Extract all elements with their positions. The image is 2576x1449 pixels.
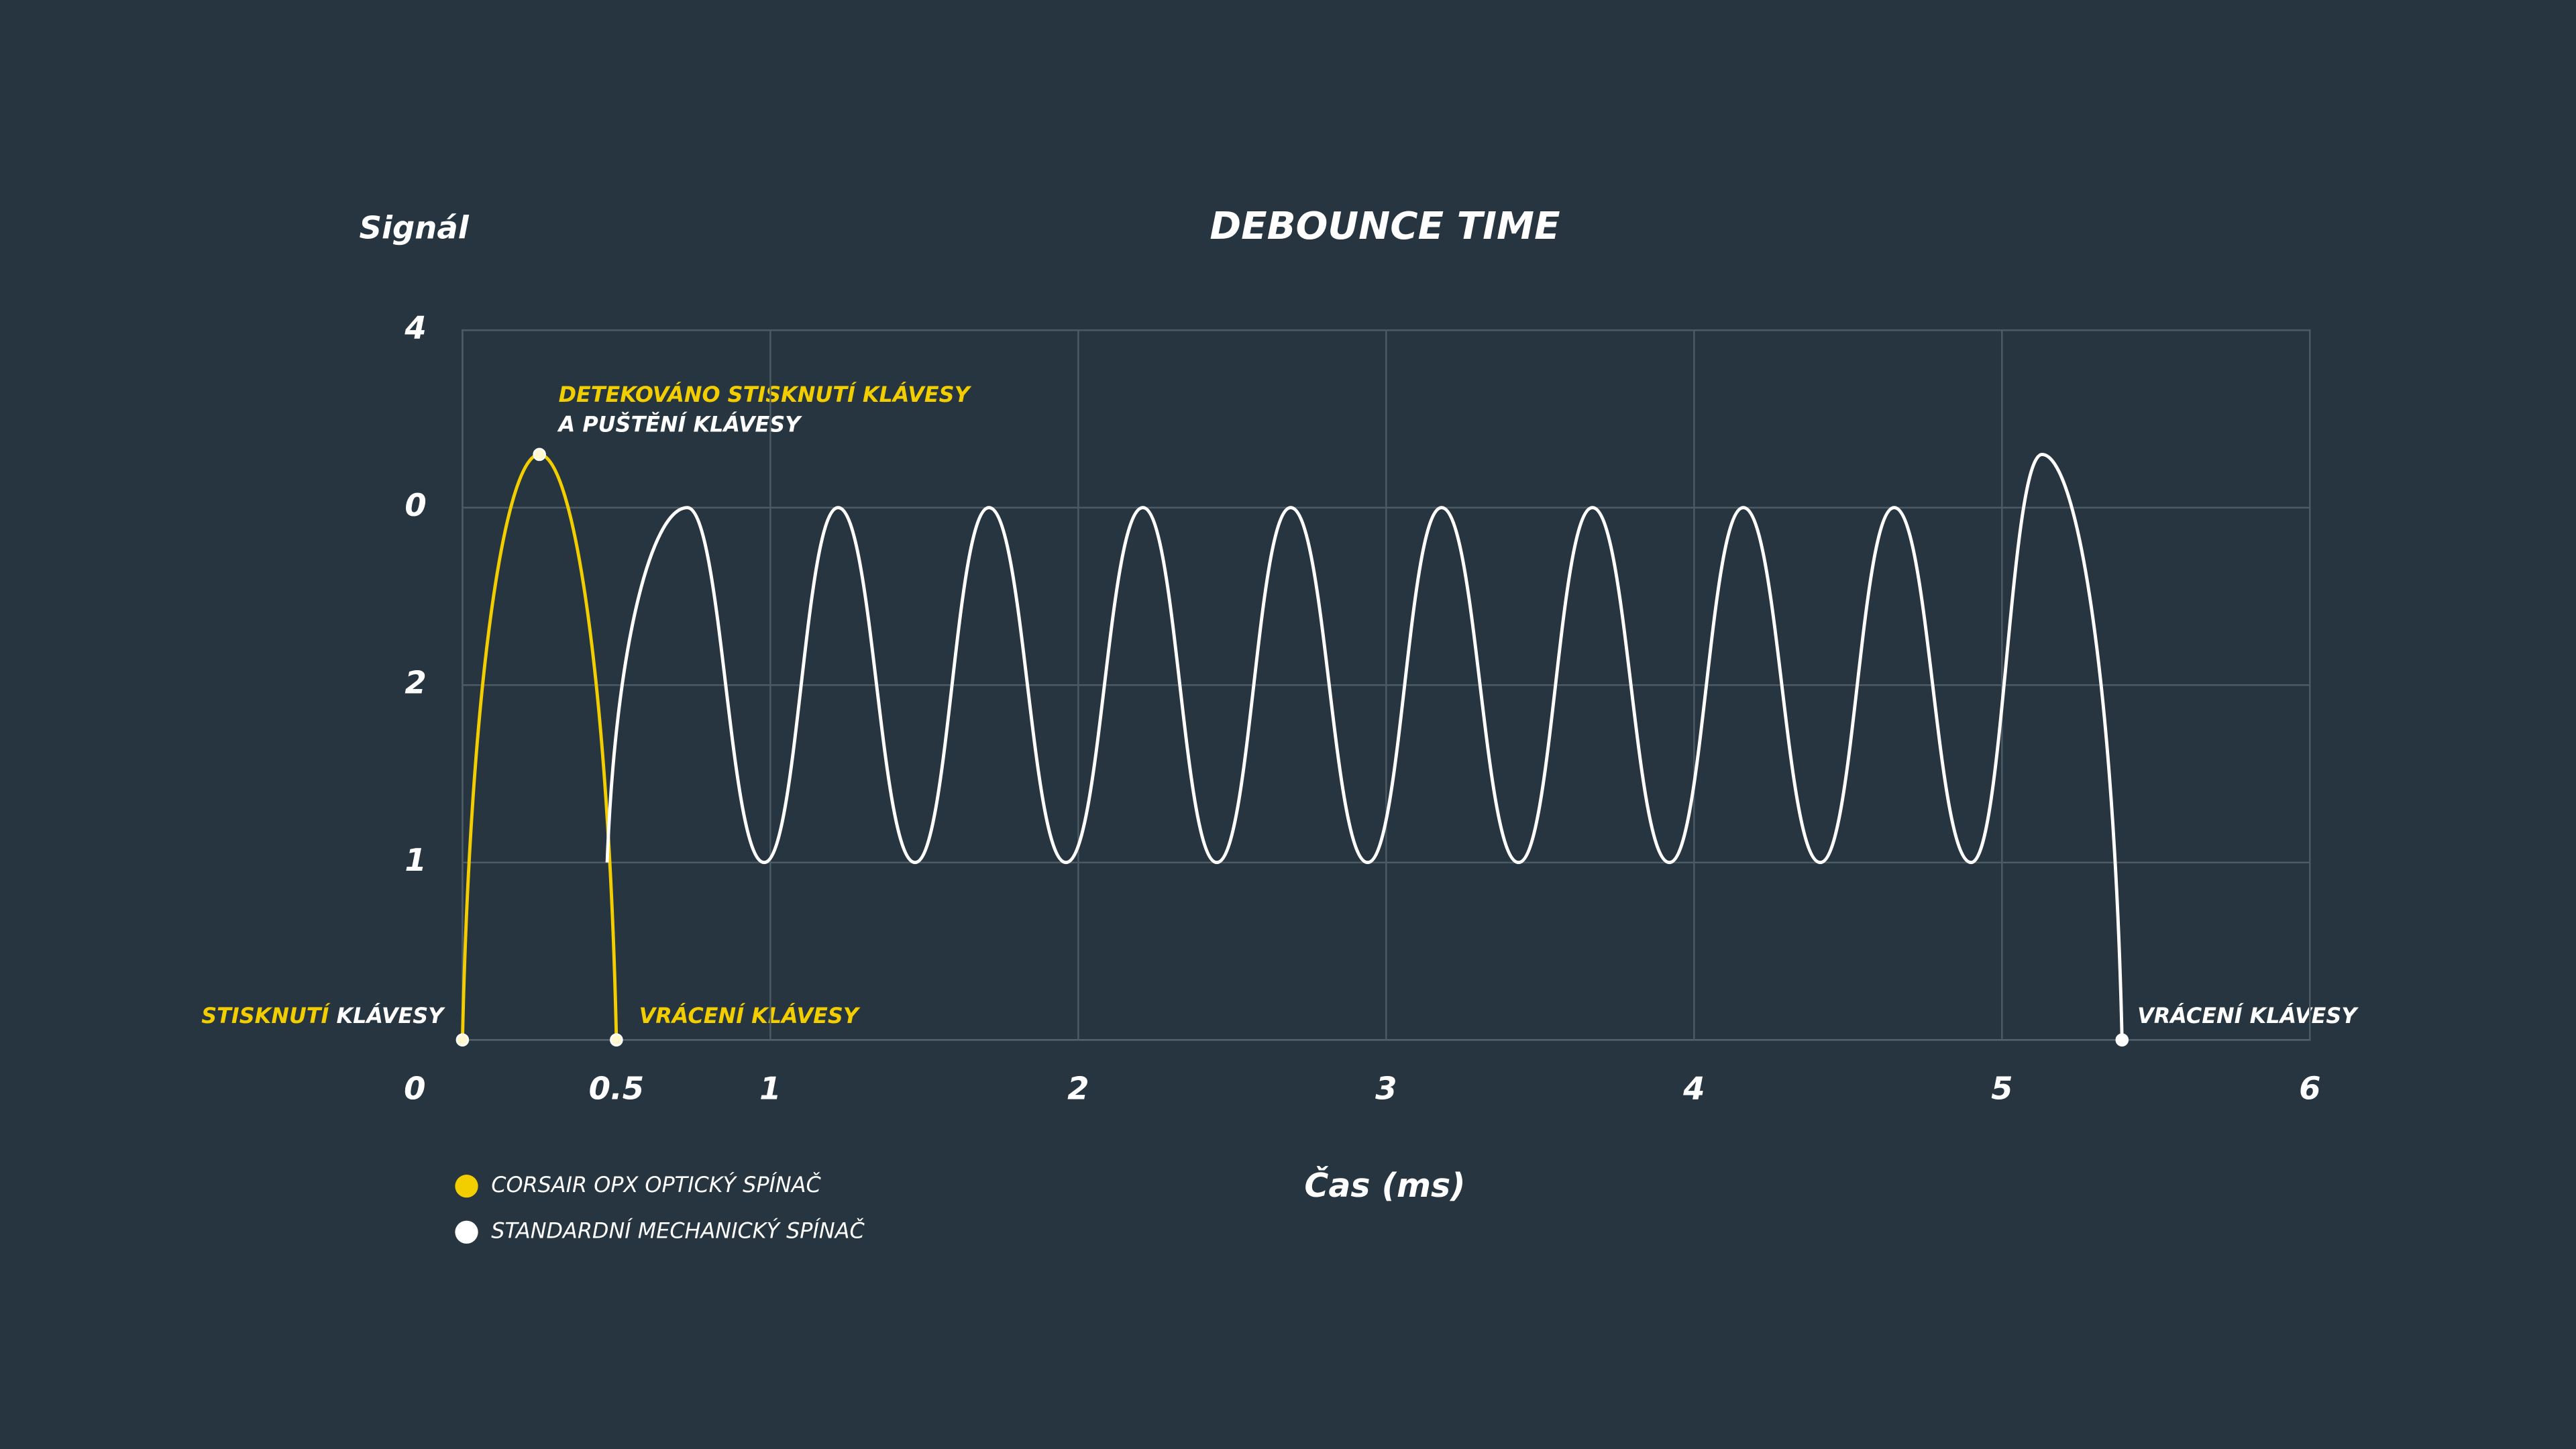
x-tick-label: 4	[1682, 1071, 1705, 1107]
point-marker	[610, 1033, 623, 1046]
y-axis-label: Signál	[360, 209, 470, 246]
y-tick-label: 4	[404, 310, 426, 346]
series-line	[605, 452, 2124, 1040]
x-tick-label: 5	[1991, 1071, 2012, 1107]
x-tick-label: 3	[1375, 1071, 1397, 1107]
point-marker	[455, 1033, 470, 1046]
plot: 1 2 0 4 0 1 2 3 4 5 6 0.5 CORSAIR OPX OPTICKÝ SPÍNAČ…	[404, 310, 2320, 1244]
x-tick-label: 0.5	[589, 1071, 644, 1107]
annotation: VRÁCENÍ KLÁVESY	[2137, 1003, 2359, 1028]
x-tick-label: 1	[759, 1071, 781, 1107]
annotation: A PUŠTĚNÍ KLÁVESY	[557, 411, 803, 437]
annotation: STISKNUTÍ KLÁVESY	[201, 1003, 445, 1028]
x-tick-label: 6	[2299, 1071, 2320, 1107]
legend-label: CORSAIR OPX OPTICKÝ SPÍNAČ	[491, 1171, 821, 1197]
y-tick-label: 1	[405, 842, 426, 878]
annotation-part: KLÁVESY	[336, 1003, 445, 1028]
annotation: DETEKOVÁNO STISKNUTÍ KLÁVESY	[559, 382, 972, 407]
y-tick-label: 2	[405, 665, 426, 701]
legend-swatch	[455, 1175, 478, 1198]
annotation: VRÁCENÍ KLÁVESY	[639, 1003, 861, 1028]
annotation-part: STISKNUTÍ	[201, 1003, 331, 1028]
y-tick-label: 0	[405, 487, 426, 523]
legend-label: STANDARDNÍ MECHANICKÝ SPÍNAČ	[491, 1218, 865, 1244]
legend-swatch	[455, 1220, 478, 1244]
x-tick-label: 2	[1067, 1071, 1089, 1107]
x-axis-label: Čas (ms)	[1304, 1165, 1465, 1205]
point-marker	[2115, 1033, 2129, 1046]
point-marker	[533, 447, 546, 462]
x-tick-label: 0	[404, 1071, 425, 1107]
chart-title: DEBOUNCE TIME	[1210, 205, 1560, 248]
